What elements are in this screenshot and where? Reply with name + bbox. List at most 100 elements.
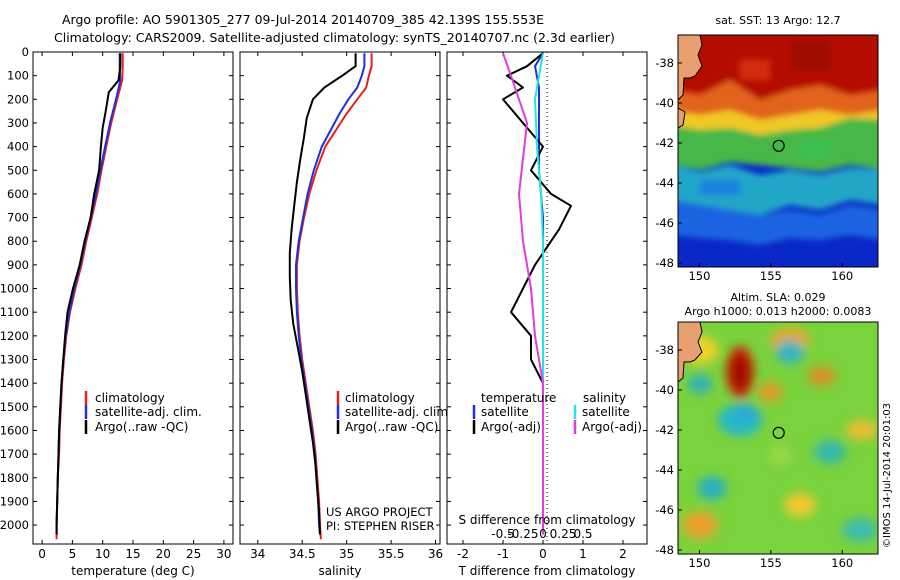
map-y-tick-label: -46 — [655, 503, 674, 517]
depth-tick-label: 1900 — [0, 494, 29, 508]
x-tick-label: 15 — [125, 547, 140, 561]
s-difference-tick-label: 0.5 — [573, 527, 592, 541]
temperature-axis-ticks: 0 5 10 15 20 25 30 — [38, 52, 232, 561]
depth-tick-label: 1500 — [0, 400, 29, 414]
legend-label-argo: Argo(..raw -QC) — [345, 420, 438, 434]
depth-axis-ticks: 0 100 200 300 400 500 600 700 800 900 1000 1100 1200… — [0, 45, 233, 532]
argo-float-marker — [772, 139, 785, 152]
depth-tick-label: 100 — [7, 69, 29, 83]
x-tick-label: 34.5 — [289, 547, 316, 561]
s-difference-tick-label: 0.25 — [550, 527, 577, 541]
x-tick-label: 34 — [250, 547, 265, 561]
header-line-2: Climatology: CARS2009. Satellite-adjuste… — [54, 30, 615, 45]
sla-map-title-line-1: Altim. SLA: 0.029 — [730, 291, 825, 304]
depth-tick-label: 900 — [7, 258, 29, 272]
x-tick-label: 2 — [619, 547, 627, 561]
difference-panel: -2 -1 0 1 2 T difference from climatology S … — [446, 51, 648, 578]
s-difference-axis-label: S difference from climatology — [459, 513, 636, 527]
map-y-tick-label: -38 — [655, 343, 674, 357]
map-y-tick-label: -46 — [655, 216, 674, 230]
legend-title-salinity: salinity — [583, 391, 626, 405]
sla-map-ticks: 150 155 160 -38 -40 -42 -44 -46 -48 — [655, 343, 853, 570]
project-annotation: US ARGO PROJECT — [326, 505, 434, 519]
series-line-argo-raw-qc — [55, 53, 122, 535]
depth-tick-label: 200 — [7, 92, 29, 106]
temperature-series — [55, 53, 124, 540]
map-y-tick-label: -42 — [655, 136, 674, 150]
depth-tick-label: 800 — [7, 234, 29, 248]
map-y-tick-label: -44 — [655, 176, 674, 190]
s-difference-tick-label: -0.25 — [507, 527, 538, 541]
map-y-tick-label: -48 — [655, 256, 674, 270]
sst-map-ticks: 150 155 160 -38 -40 -42 -44 -46 -48 — [655, 56, 853, 283]
map-y-tick-label: -48 — [655, 543, 674, 557]
difference-axis-ticks: -2 -1 0 1 2 — [447, 51, 647, 561]
x-tick-label: 10 — [95, 547, 110, 561]
series-line-salinity-satellite — [534, 53, 544, 535]
legend-label-climatology: climatology — [95, 391, 165, 405]
depth-tick-label: 0 — [22, 45, 29, 59]
depth-tick-label: 1100 — [0, 305, 29, 319]
x-tick-label: 5 — [69, 547, 77, 561]
legend-label-t-argo: Argo(-adj) — [481, 420, 541, 434]
depth-tick-label: 300 — [7, 116, 29, 130]
salinity-legend: climatology satellite-adj. clim. Argo(..… — [336, 391, 452, 434]
temperature-plot-frame — [32, 51, 234, 545]
x-tick-label: -2 — [457, 547, 469, 561]
depth-tick-label: 1200 — [0, 329, 29, 343]
map-y-tick-label: -38 — [655, 56, 674, 70]
depth-tick-label: 1400 — [0, 376, 29, 390]
legend-label-t-satellite: satellite — [481, 405, 529, 419]
x-tick-label: 35 — [339, 547, 354, 561]
x-tick-label: 25 — [186, 547, 201, 561]
sla-map: Altim. SLA: 0.029 Argo h1000: 0.013 h200… — [655, 291, 879, 570]
salinity-series — [288, 53, 373, 540]
x-tick-label: 0 — [539, 547, 547, 561]
map-x-tick-label: 150 — [688, 269, 710, 283]
salinity-panel: 34 34.5 35 35.5 36 salinity climatology sate… — [239, 51, 452, 578]
series-line-salinity-argo-adj — [502, 52, 544, 535]
depth-tick-label: 400 — [7, 140, 29, 154]
pi-annotation: PI: STEPHEN RISER — [326, 519, 435, 533]
x-tick-label: 0 — [38, 547, 46, 561]
depth-tick-label: 1000 — [0, 282, 29, 296]
depth-tick-label: 1600 — [0, 423, 29, 437]
temperature-axis-label: temperature (deg C) — [71, 564, 194, 578]
depth-tick-label: 1700 — [0, 447, 29, 461]
difference-series — [502, 52, 572, 535]
s-difference-tick-label: 0 — [539, 527, 547, 541]
argo-float-marker — [772, 426, 785, 439]
salinity-axis-label: salinity — [318, 564, 361, 578]
legend-label-s-argo: Argo(-adj) — [582, 420, 642, 434]
x-tick-label: 35.5 — [378, 547, 405, 561]
temperature-panel: 0100200300400500600700800900100011001200… — [0, 45, 234, 578]
header-line-1: Argo profile: AO 5901305_277 09-Jul-2014… — [62, 12, 544, 27]
series-line-argo-raw-qc — [288, 53, 357, 535]
legend-label-s-satellite: satellite — [582, 405, 630, 419]
s-difference-tick-label: -0.5 — [491, 527, 514, 541]
map-y-tick-label: -42 — [655, 423, 674, 437]
t-difference-axis-label: T difference from climatology — [458, 564, 636, 578]
depth-tick-label: 700 — [7, 211, 29, 225]
imos-timestamp: ©IMOS 14-Jul-2014 20:01:03 — [882, 403, 893, 548]
sla-map-frame — [677, 321, 879, 555]
legend-title-temperature: temperature — [481, 391, 556, 405]
depth-tick-label: 1800 — [0, 471, 29, 485]
depth-tick-label: 1300 — [0, 353, 29, 367]
difference-legend: temperature salinity satellite Argo(-adj… — [472, 391, 642, 434]
map-y-tick-label: -44 — [655, 463, 674, 477]
sst-map-image — [678, 35, 878, 267]
depth-tick-label: 2000 — [0, 518, 29, 532]
series-line-temperature-argo-adj — [502, 52, 572, 535]
s-difference-tick-labels: -0.5-0.25 0 0.250.5 — [491, 527, 592, 541]
sla-map-title-line-2: Argo h1000: 0.013 h2000: 0.0083 — [685, 305, 872, 318]
salinity-axis-ticks: 34 34.5 35 35.5 36 — [240, 51, 443, 561]
temperature-legend: climatology satellite-adj. clim. Argo(..… — [84, 391, 202, 434]
x-tick-label: 1 — [579, 547, 587, 561]
map-y-tick-label: -40 — [655, 383, 674, 397]
legend-label-climatology: climatology — [345, 391, 415, 405]
salinity-plot-frame — [239, 51, 441, 545]
map-x-tick-label: 160 — [831, 269, 853, 283]
difference-plot-frame — [446, 51, 648, 545]
